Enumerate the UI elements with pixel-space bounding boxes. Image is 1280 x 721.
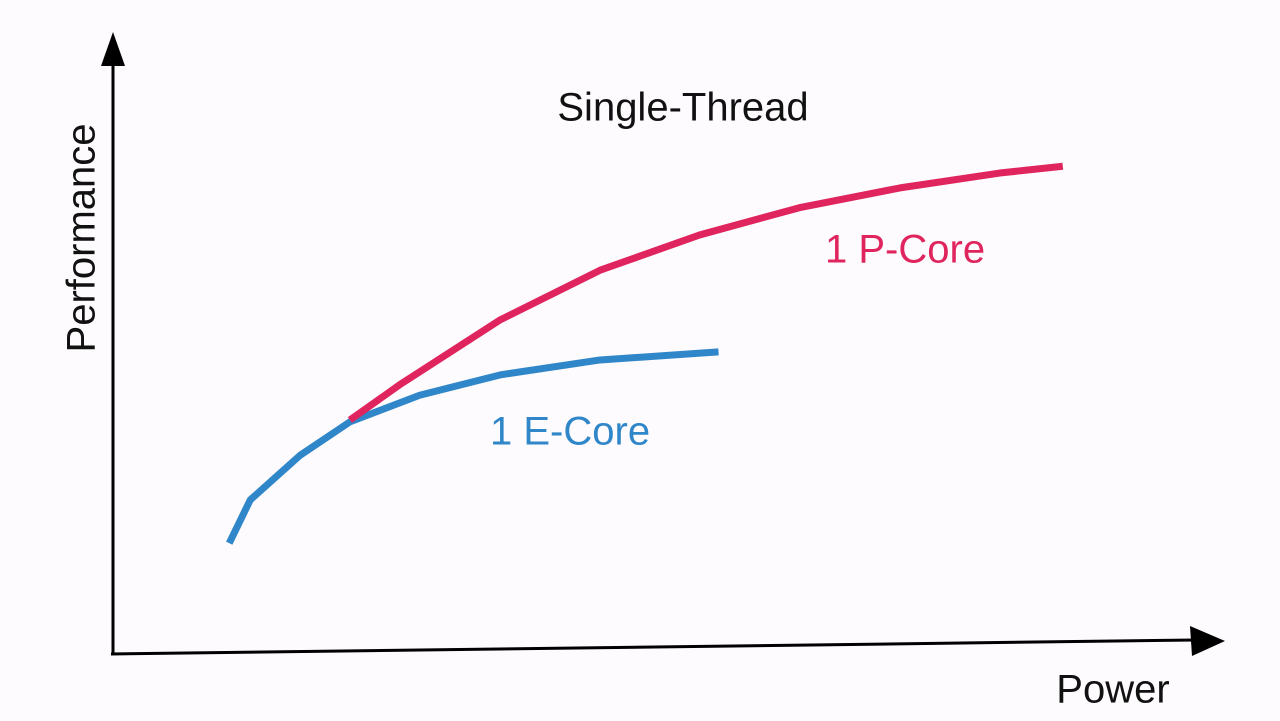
y-axis-arrow [101,32,125,66]
x-axis-label: Power [1056,668,1169,712]
series-label: 1 E-Core [490,410,650,454]
series-line [226,348,719,545]
series-label: 1 P-Core [825,228,985,272]
x-axis-arrow [1190,626,1225,656]
chart-title: Single-Thread [557,86,808,130]
y-axis-label: Performance [60,124,104,353]
series-line [347,162,1064,423]
x-axis [110,638,1196,656]
